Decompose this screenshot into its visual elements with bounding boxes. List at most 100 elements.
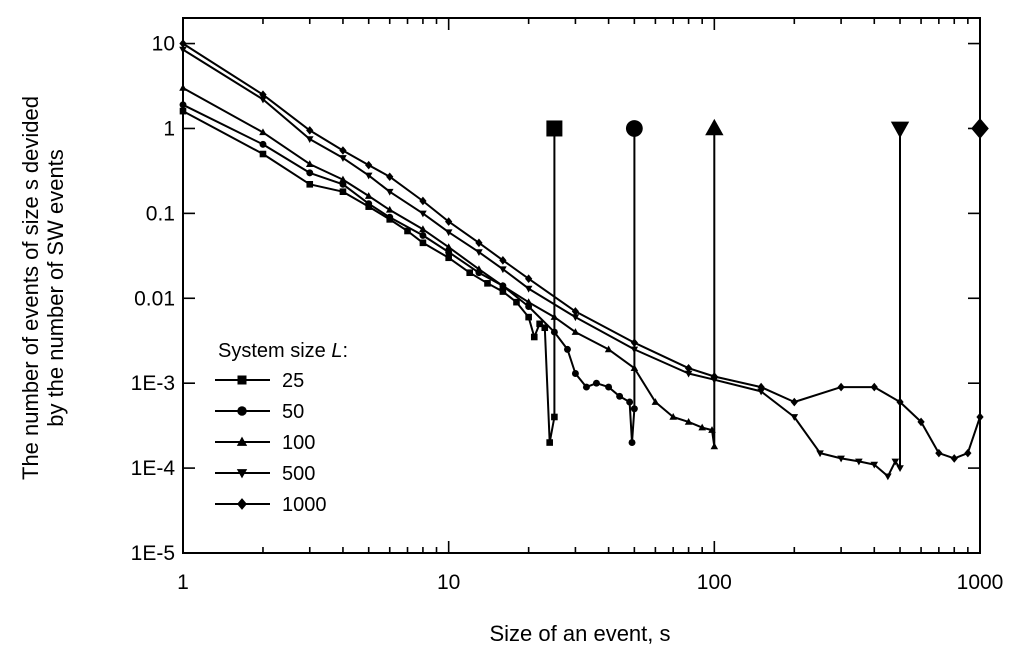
data-point (837, 382, 845, 392)
legend-marker (236, 469, 248, 479)
data-point (651, 398, 660, 405)
legend-item: 1000 (215, 494, 327, 516)
legend-marker (236, 436, 248, 446)
data-point (365, 200, 373, 208)
series-end-marker (625, 120, 643, 137)
data-point (484, 280, 491, 287)
data-point (605, 383, 613, 391)
data-point (935, 448, 943, 458)
series-group (179, 39, 989, 481)
data-point (385, 188, 394, 196)
legend-label: 500 (282, 463, 315, 485)
data-point (259, 128, 267, 136)
data-point (444, 229, 453, 237)
axis-ticks: 1 10 100 1000 10 1 0.1 0.01 1E-3 1E-4 1E-5 (131, 18, 1003, 594)
data-point (339, 188, 347, 195)
data-point (179, 39, 187, 48)
data-point (524, 285, 533, 293)
data-point (419, 196, 427, 206)
data-point (499, 266, 507, 274)
data-point (563, 345, 571, 353)
legend-title-variable: L (331, 340, 342, 362)
data-point (364, 192, 373, 199)
data-point (475, 249, 483, 257)
y-tick-label: 1E-4 (131, 457, 176, 480)
data-point (616, 392, 624, 400)
data-point (305, 136, 314, 144)
data-point (964, 448, 972, 458)
data-point (790, 414, 799, 421)
data-point (917, 417, 925, 427)
data-point (837, 455, 845, 463)
data-point (546, 439, 553, 446)
data-point (550, 313, 559, 320)
data-point (571, 307, 580, 316)
data-point (710, 442, 719, 450)
data-point (259, 140, 267, 148)
series-line (182, 87, 716, 448)
series-1000 (179, 39, 989, 463)
data-point (524, 298, 533, 305)
data-point (445, 217, 453, 226)
data-point (179, 46, 187, 54)
data-point (305, 160, 314, 167)
data-point (365, 160, 373, 170)
data-point (466, 269, 474, 277)
legend-label: 100 (282, 432, 315, 454)
data-point (884, 473, 892, 481)
data-point (499, 256, 507, 265)
data-point (419, 231, 427, 239)
legend-marker (237, 406, 247, 416)
data-point (551, 413, 558, 421)
data-point (259, 90, 267, 99)
y-axis-title-line-2: by the number of SW events (43, 149, 68, 427)
data-point (306, 126, 314, 135)
data-point (870, 382, 878, 392)
legend-title: System size L: (218, 340, 348, 362)
data-point (179, 107, 187, 115)
y-axis-title: The number of events of size s devided b… (18, 96, 68, 480)
data-point (536, 320, 543, 328)
data-point (475, 238, 483, 248)
legend-marker (237, 498, 247, 510)
data-point (364, 172, 373, 180)
data-point (571, 314, 580, 322)
legend-item: 50 (215, 401, 304, 423)
data-point (698, 423, 706, 431)
data-point (339, 146, 347, 155)
data-point (684, 417, 693, 425)
x-tick-label: 1 (177, 571, 189, 594)
series-end-marker (546, 120, 563, 137)
data-point (855, 458, 863, 466)
data-point (630, 338, 638, 347)
legend-item: 100 (215, 432, 315, 454)
data-point (571, 328, 580, 335)
data-point (630, 405, 638, 413)
data-point (306, 169, 314, 177)
data-point (259, 150, 267, 158)
data-point (592, 379, 600, 387)
series-end-marker (890, 121, 910, 139)
data-point (386, 172, 394, 182)
legend-label: 50 (282, 401, 304, 423)
data-point (513, 298, 520, 306)
y-tick-label: 0.01 (134, 287, 175, 310)
data-point (630, 346, 639, 354)
data-point (950, 454, 958, 463)
legend-marker (237, 375, 247, 385)
y-tick-label: 1E-5 (131, 542, 175, 565)
data-point (499, 281, 507, 289)
data-point (525, 313, 532, 321)
series-line (182, 110, 556, 444)
data-point (541, 324, 549, 332)
y-tick-label: 1 (163, 117, 175, 140)
y-tick-label: 10 (152, 33, 175, 56)
data-point (684, 363, 693, 373)
data-point (870, 461, 879, 469)
data-point (475, 265, 483, 273)
data-point (499, 288, 507, 295)
data-point (445, 248, 453, 256)
data-point (891, 458, 900, 466)
x-tick-label: 10 (437, 571, 460, 594)
series-end-marker (971, 118, 989, 139)
